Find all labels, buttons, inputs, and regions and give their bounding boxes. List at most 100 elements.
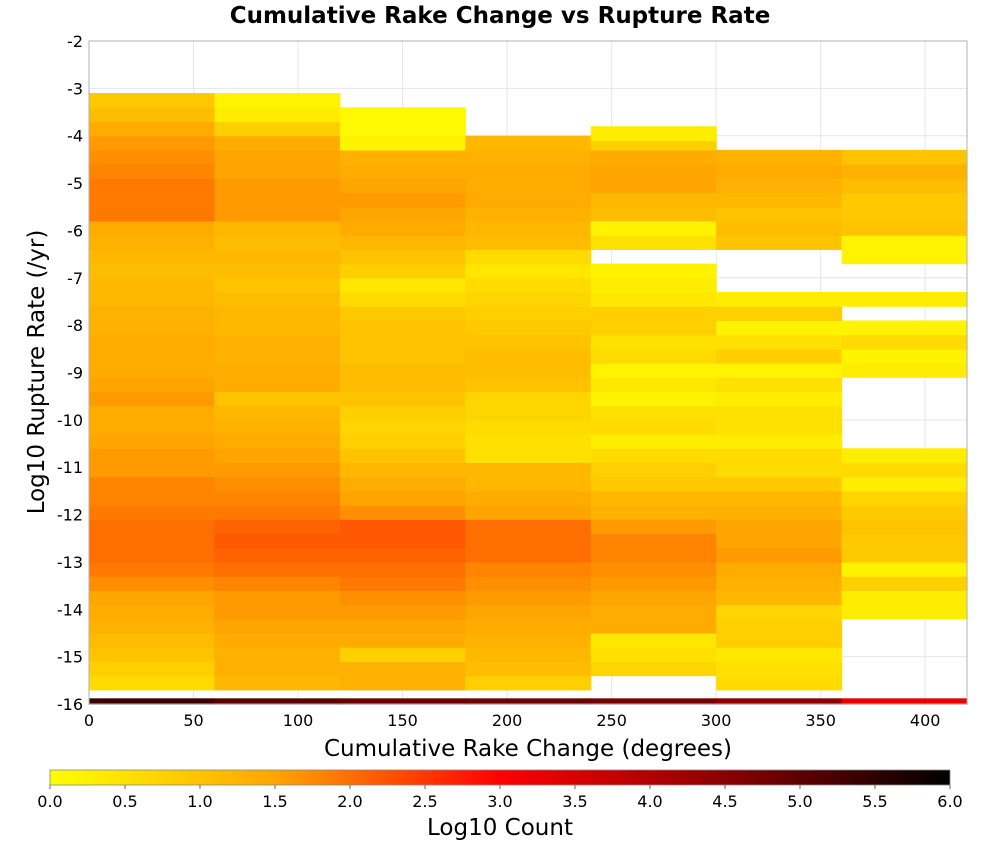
heatmap-cell: [89, 547, 216, 563]
heatmap-cell: [214, 419, 341, 435]
heatmap-cell: [214, 178, 341, 194]
heatmap-cell: [214, 277, 341, 293]
heatmap-cell: [89, 377, 216, 393]
heatmap-cell: [841, 291, 968, 307]
heatmap-cell: [716, 698, 843, 705]
heatmap-cell: [214, 405, 341, 421]
colorbar-tick-label: 5.5: [862, 792, 887, 811]
heatmap-cell: [214, 533, 341, 549]
heatmap-cell: [339, 462, 466, 478]
heatmap-cell: [89, 348, 216, 364]
heatmap-cell: [716, 561, 843, 577]
heatmap-cell: [89, 590, 216, 606]
heatmap-cell: [214, 434, 341, 449]
heatmap-cell: [465, 490, 592, 506]
heatmap-cell: [214, 263, 341, 279]
heatmap-cell: [214, 291, 341, 307]
colorbar-tick-label: 2.0: [337, 792, 362, 811]
heatmap-cell: [339, 490, 466, 506]
heatmap-cell: [590, 661, 717, 677]
heatmap-cell: [841, 462, 968, 478]
colorbar-tick-label: 1.0: [187, 792, 212, 811]
heatmap-cell: [465, 235, 592, 250]
heatmap-cell: [214, 661, 341, 677]
heatmap-cell: [89, 277, 216, 293]
heatmap-cell: [339, 590, 466, 606]
heatmap-cell: [339, 220, 466, 236]
heatmap-cell: [465, 206, 592, 222]
heatmap-cell: [214, 547, 341, 563]
heatmap-cell: [716, 434, 843, 449]
heatmap-cell: [89, 698, 216, 705]
heatmap-cell: [841, 505, 968, 520]
heatmap-cell: [465, 661, 592, 677]
x-tick-label: 100: [283, 711, 314, 730]
heatmap-cell: [590, 291, 717, 307]
heatmap-cell: [465, 363, 592, 378]
y-tick-label: -5: [67, 174, 83, 193]
heatmap-cell: [339, 519, 466, 535]
heatmap-cell: [716, 377, 843, 393]
heatmap-cell: [339, 405, 466, 421]
heatmap-cell: [590, 547, 717, 563]
heatmap-cell: [339, 149, 466, 165]
heatmap-cell: [339, 647, 466, 662]
x-tick-label: 200: [492, 711, 523, 730]
heatmap-cell: [339, 334, 466, 350]
colorbar-tick-label: 0.0: [37, 792, 62, 811]
heatmap-cell: [89, 604, 216, 620]
heatmap-cell: [339, 661, 466, 677]
heatmap-cell: [89, 164, 216, 179]
heatmap-cell: [214, 505, 341, 520]
heatmap-cell: [841, 590, 968, 606]
heatmap-cell: [339, 698, 466, 705]
heatmap-cell: [465, 306, 592, 322]
heatmap-cell: [716, 220, 843, 236]
heatmap-cell: [590, 149, 717, 165]
colorbar: [49, 769, 951, 786]
heatmap-cell: [465, 476, 592, 492]
heatmap-cell: [716, 476, 843, 492]
heatmap-cell: [214, 604, 341, 620]
heatmap-cell: [590, 647, 717, 662]
heatmap-cell: [89, 263, 216, 279]
heatmap-cell: [89, 533, 216, 549]
heatmap-cell: [465, 533, 592, 549]
heatmap-cell: [89, 363, 216, 378]
heatmap-cell: [590, 590, 717, 606]
x-tick-label: 150: [387, 711, 418, 730]
heatmap-cell: [339, 107, 466, 123]
heatmap-cell: [590, 604, 717, 620]
heatmap-cell: [339, 675, 466, 691]
heatmap-cell: [590, 405, 717, 421]
heatmap-cell: [339, 448, 466, 464]
y-tick-label: -10: [57, 411, 83, 430]
heatmap-cell: [465, 192, 592, 208]
heatmap-cell: [214, 93, 341, 108]
heatmap-cell: [465, 377, 592, 393]
heatmap-cell: [339, 121, 466, 137]
heatmap-cell: [716, 576, 843, 591]
heatmap-cell: [590, 561, 717, 577]
heatmap-cell: [841, 320, 968, 336]
heatmap-cell: [89, 618, 216, 634]
heatmap-cell: [590, 434, 717, 449]
heatmap-cell: [841, 490, 968, 506]
heatmap-cell: [339, 348, 466, 364]
x-tick-label: 50: [183, 711, 203, 730]
heatmap-cell: [465, 320, 592, 336]
heatmap-cell: [214, 235, 341, 250]
heatmap-cell: [716, 519, 843, 535]
colorbar-tick-label: 0.5: [112, 792, 137, 811]
heatmap-cell: [590, 462, 717, 478]
heatmap-cell: [465, 505, 592, 520]
heatmap-cell: [590, 377, 717, 393]
heatmap-cell: [465, 178, 592, 194]
heatmap-cell: [590, 235, 717, 250]
heatmap-cell: [716, 590, 843, 606]
heatmap-cell: [89, 291, 216, 307]
heatmap-cell: [841, 561, 968, 577]
heatmap-cell: [716, 419, 843, 435]
heatmap-cell: [841, 519, 968, 535]
x-tick-label: 300: [701, 711, 732, 730]
